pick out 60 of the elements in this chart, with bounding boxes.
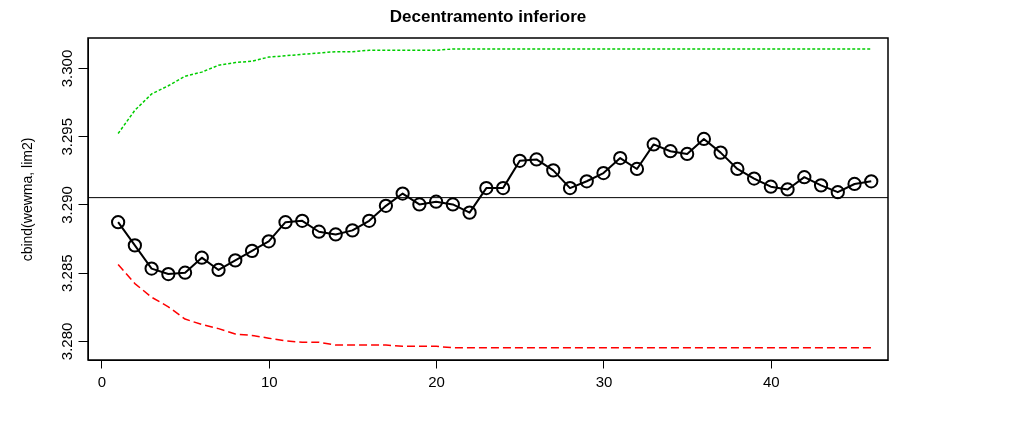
point — [194, 250, 209, 265]
y-tick-label: 3.290 — [57, 186, 75, 224]
point — [278, 215, 293, 230]
point — [311, 224, 327, 239]
x-tick-label: 10 — [260, 372, 278, 390]
y-tick-label: 3.295 — [57, 117, 75, 156]
point — [529, 152, 544, 167]
point — [177, 265, 193, 280]
point — [813, 178, 829, 193]
point — [646, 137, 661, 152]
point — [144, 261, 159, 276]
point — [295, 213, 310, 228]
point — [228, 253, 243, 268]
point — [479, 180, 494, 196]
point — [328, 227, 343, 242]
point — [596, 165, 611, 181]
point — [730, 161, 745, 177]
point — [445, 197, 460, 212]
point — [111, 215, 126, 230]
x-tick-label: 20 — [428, 372, 445, 390]
point — [713, 145, 728, 160]
point — [780, 182, 795, 197]
point — [161, 266, 176, 282]
point — [428, 194, 444, 209]
point — [261, 234, 276, 249]
point — [613, 150, 628, 166]
point — [864, 174, 879, 189]
x-tick-label: 30 — [595, 372, 613, 390]
point — [579, 174, 594, 189]
point — [127, 238, 142, 253]
point — [378, 198, 394, 213]
point — [362, 213, 377, 228]
point — [797, 170, 812, 185]
x-tick-label: 0 — [97, 372, 107, 390]
point — [847, 176, 862, 192]
point — [830, 185, 845, 200]
line-series — [117, 263, 873, 349]
point — [546, 163, 561, 178]
point — [629, 161, 645, 177]
chart-title: Decentramento inferiore — [389, 7, 587, 26]
point — [462, 205, 477, 220]
y-tick-label: 3.280 — [57, 322, 75, 361]
y-tick-label: 3.300 — [57, 49, 75, 88]
point — [663, 144, 678, 159]
point — [746, 171, 762, 186]
point — [512, 153, 527, 168]
point — [763, 179, 778, 194]
point — [680, 146, 695, 162]
line-series — [117, 48, 873, 135]
x-tick-label: 40 — [763, 372, 780, 390]
point — [495, 180, 511, 196]
point — [211, 262, 226, 278]
point — [345, 223, 360, 238]
point — [244, 243, 260, 258]
point — [696, 131, 712, 147]
point — [412, 197, 427, 212]
point — [562, 180, 578, 196]
point — [395, 186, 410, 201]
y-tick-label: 3.285 — [57, 254, 75, 292]
y-axis-title: cbind(wewma, lim2) — [18, 137, 35, 262]
